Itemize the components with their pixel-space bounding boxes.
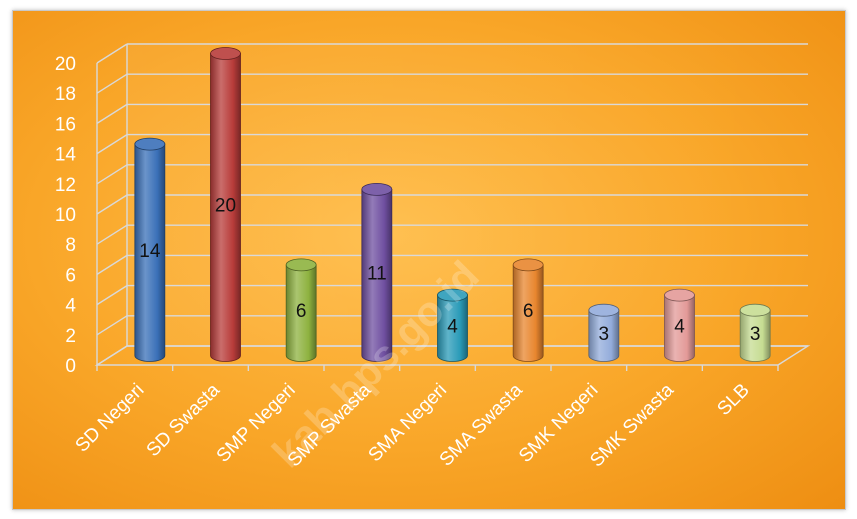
gridline-depth [96, 164, 128, 185]
bar [664, 294, 695, 362]
bar-smk-negeri [588, 303, 620, 362]
data-label: 4 [447, 316, 458, 337]
y-tick-label: 0 [65, 356, 76, 377]
x-category-label: SD Negeri [72, 380, 149, 457]
data-label: 3 [599, 324, 610, 345]
data-label: 20 [215, 196, 236, 217]
y-axis-ticks: 0 2 4 6 8 10 12 14 16 18 20 [55, 54, 77, 377]
y-tick-label: 12 [55, 175, 76, 196]
bar-smp-negeri [285, 258, 317, 362]
bar-sd-negeri [134, 137, 166, 362]
y-tick-label: 16 [55, 114, 76, 135]
y-tick-label: 18 [55, 84, 76, 105]
bar [437, 294, 468, 362]
gridline-depth [96, 194, 128, 215]
y-tick-label: 4 [65, 296, 76, 317]
bar-top [664, 288, 695, 302]
bar-top [512, 258, 544, 272]
bar-top [210, 47, 241, 60]
data-label: 14 [139, 241, 161, 262]
bar-top [739, 303, 771, 317]
y-tick-label: 20 [55, 54, 76, 75]
y-tick-label: 6 [65, 265, 76, 286]
x-category-label: SLB [713, 380, 753, 420]
bar [134, 143, 166, 362]
bar-smp-swasta [361, 182, 393, 362]
gridline-depth [96, 254, 128, 275]
y-tick-label: 8 [65, 235, 76, 256]
bar-sd-swasta [210, 47, 241, 362]
bar-top [588, 303, 620, 317]
gridline-depth [96, 43, 128, 64]
bar-smk-swasta [664, 288, 695, 362]
bar-top [437, 288, 468, 302]
y-tick-label: 14 [55, 145, 77, 166]
data-labels: 14 20 6 11 4 6 3 4 3 [139, 196, 760, 345]
gridline-depth [96, 134, 128, 155]
bar-top [134, 137, 166, 151]
gridline-depth [96, 285, 128, 306]
bar [512, 264, 544, 362]
gridline-depth [96, 73, 128, 94]
data-label: 4 [674, 316, 685, 337]
bar-top [361, 182, 393, 196]
bar-sma-swasta [512, 258, 544, 362]
data-label: 11 [367, 263, 387, 284]
bar [588, 309, 620, 362]
data-label: 6 [296, 301, 307, 322]
bar [361, 189, 393, 362]
bar-slb [739, 303, 771, 362]
y-tick-label: 2 [65, 326, 76, 347]
gridline-depth [96, 315, 128, 336]
bar [739, 309, 771, 362]
y-tick-label: 10 [55, 205, 76, 226]
bar-sma-negeri [437, 288, 468, 362]
bar [285, 264, 317, 362]
bar-top [285, 258, 317, 272]
gridline-depth [96, 224, 128, 245]
data-label: 3 [750, 324, 761, 345]
gridline-depth [96, 103, 128, 124]
bars [134, 47, 771, 362]
x-category-label: SD Swasta [143, 379, 225, 461]
data-label: 6 [523, 301, 534, 322]
bar [210, 53, 241, 362]
